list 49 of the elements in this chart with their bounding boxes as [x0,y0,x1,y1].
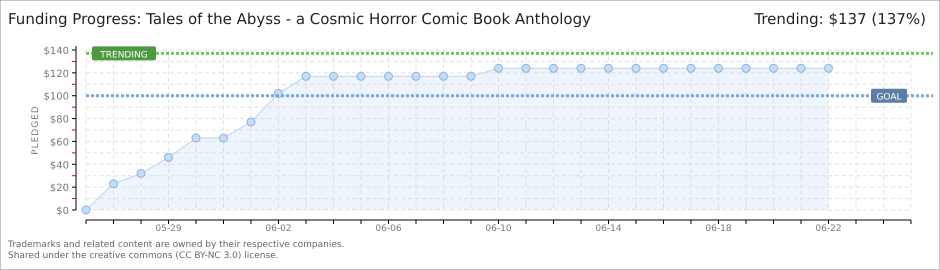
text: Trademarks and related content are owned by their respective companies. [7,240,344,250]
point [494,64,503,73]
point [384,72,393,81]
point [742,64,750,73]
point [412,72,420,81]
point [659,64,668,73]
ref-line-label: TRENDING [99,50,148,60]
y-tick-label: $20 [50,183,69,194]
y-tick-label: $140 [44,46,69,57]
chart-title: Funding Progress: Tales of the Abyss - a Cosmic Horror Comic Book Anthology [8,10,592,28]
point [466,72,476,81]
x-tick-label: 06-14 [595,224,622,234]
point [796,64,806,73]
point [769,64,778,73]
y-axis-title: PLEDGED [31,105,41,155]
point [109,179,118,188]
point [219,134,228,142]
y-tick-label: $40 [50,160,69,172]
point [604,64,613,73]
point [522,64,530,73]
point [714,64,723,73]
point [356,72,366,81]
point [576,64,586,73]
point [549,64,558,73]
point [824,64,833,73]
point [246,118,256,126]
point [329,72,338,81]
point [82,206,90,214]
text: Shared under the creative commons (CC BY-NC 3.0) license. [8,251,279,261]
point [192,134,200,142]
y-tick-label: $100 [44,92,69,103]
chart-subtitle: Trending: $137 (137%) [753,10,926,28]
point [136,168,146,178]
x-tick-label: 06-06 [375,224,402,234]
point [439,72,448,81]
x-tick-label: 06-18 [705,224,732,234]
ref-line-label: GOAL [876,92,902,103]
y-tick-label: $80 [50,114,69,126]
y-tick-label: $0 [56,206,69,217]
y-tick-label: $120 [44,68,69,80]
point [686,64,696,73]
x-tick-label: 06-22 [815,224,842,234]
x-tick-label: 06-10 [485,224,512,234]
point [164,152,173,162]
point [302,72,310,81]
x-tick-label: 05-29 [155,224,182,234]
point [632,64,640,73]
x-tick-label: 06-02 [265,224,292,234]
y-tick-label: $60 [50,137,69,148]
